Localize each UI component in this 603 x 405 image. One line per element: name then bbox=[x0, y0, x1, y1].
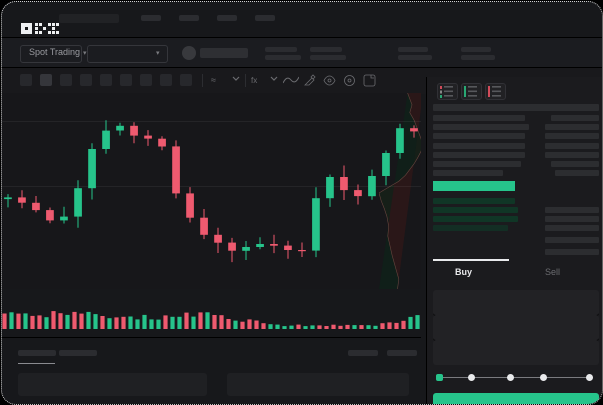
svg-text:fx: fx bbox=[251, 76, 257, 85]
svg-text:≈: ≈ bbox=[211, 75, 216, 85]
